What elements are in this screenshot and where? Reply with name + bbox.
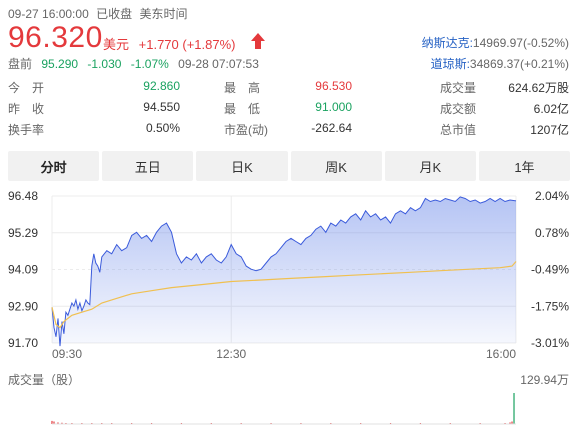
- index-name: 纳斯达克:: [421, 36, 473, 50]
- y-pct-tick-label: -3.01%: [531, 336, 569, 350]
- y-tick-label: 91.70: [8, 336, 38, 350]
- volume-bar: [51, 420, 53, 424]
- volume-bar: [509, 422, 511, 424]
- stat-value-low: 91.000: [315, 100, 352, 114]
- premarket-time: 09-28 07:07:53: [178, 57, 259, 71]
- stat-value-prev-close: 94.550: [143, 100, 180, 114]
- stat-label-prev-close: 昨 收: [8, 102, 45, 116]
- stat-label-volume: 成交量: [440, 81, 477, 95]
- price-area-fill: [52, 196, 516, 347]
- volume-max-label: 129.94万: [520, 373, 569, 387]
- tab-one-year[interactable]: 1年: [478, 151, 571, 181]
- tab-intraday[interactable]: 分时: [8, 151, 100, 181]
- x-axis-labels: 09:30 12:30 16:00: [52, 347, 516, 361]
- price-series-line: [51, 196, 517, 347]
- premarket-change: -1.030: [87, 57, 122, 71]
- premarket-label: 盘前: [8, 57, 33, 71]
- tab-monthly-k[interactable]: 月K: [384, 151, 476, 181]
- tab-five-day[interactable]: 五日: [102, 151, 194, 181]
- market-status: 已收盘: [96, 7, 133, 21]
- volume-bar: [511, 421, 513, 424]
- index-name: 道琼斯:: [430, 57, 470, 71]
- currency-label: 美元: [103, 37, 130, 52]
- volume-bar: [513, 393, 515, 424]
- x-tick-label: 12:30: [216, 347, 246, 361]
- stats-grid: 今 开 92.860 最 高 96.530 成交量 624.62万股 昨 收 9…: [0, 76, 577, 142]
- x-tick-label: 16:00: [486, 347, 516, 361]
- stat-value-market-cap: 1207亿: [530, 123, 569, 137]
- chart-period-tabs: 分时 五日 日K 周K 月K 1年: [8, 151, 571, 181]
- stat-value-turnover-rate: 0.50%: [145, 121, 180, 135]
- index-value: 14969.97(-0.52%): [472, 36, 569, 50]
- y-axis-labels: 96.48 95.29 94.09 92.90 91.70 2.04% 0.78% -0.49…: [8, 189, 569, 350]
- index-value: 34869.37(+0.21%): [469, 57, 569, 71]
- stat-label-turnover-amount: 成交额: [440, 102, 477, 116]
- timezone-label: 美东时间: [139, 7, 188, 21]
- price-change-pct: (+1.87%): [182, 37, 236, 52]
- index-dow[interactable]: 道琼斯:34869.37(+0.21%): [431, 55, 569, 72]
- index-nasdaq[interactable]: 纳斯达克:14969.97(-0.52%): [422, 34, 569, 51]
- stat-value-volume: 624.62万股: [508, 81, 569, 95]
- volume-bars: [51, 393, 516, 425]
- stat-value-high: 96.530: [315, 79, 352, 93]
- stat-label-turnover-rate: 换手率: [8, 123, 45, 137]
- price-change: +1.770: [138, 37, 179, 52]
- up-arrow-icon: [251, 33, 265, 49]
- tab-weekly-k[interactable]: 周K: [290, 151, 382, 181]
- stat-label-low: 最 低: [224, 102, 261, 116]
- stat-value-pe: -262.64: [311, 121, 352, 135]
- quote-datetime: 09-27 16:00:00: [8, 7, 89, 21]
- x-tick-label: 09:30: [52, 347, 82, 361]
- volume-label: 成交量（股）: [8, 372, 80, 387]
- y-pct-tick-label: -0.49%: [531, 263, 569, 277]
- stat-value-open: 92.860: [143, 79, 180, 93]
- stat-label-market-cap: 总市值: [440, 123, 477, 137]
- y-pct-tick-label: 2.04%: [535, 189, 569, 203]
- price-change-info: 美元 +1.770 (+1.87%): [103, 34, 236, 53]
- premarket-price: 95.290: [41, 57, 79, 71]
- current-price: 96.320: [8, 21, 103, 54]
- stat-label-pe: 市盈(动): [224, 123, 268, 137]
- y-tick-label: 96.48: [8, 189, 38, 203]
- stat-label-high: 最 高: [224, 81, 261, 95]
- tab-daily-k[interactable]: 日K: [196, 151, 288, 181]
- volume-bar: [53, 421, 55, 424]
- premarket-row: 盘前 95.290 -1.030 -1.07% 09-28 07:07:53: [8, 55, 259, 72]
- premarket-pct: -1.07%: [130, 57, 169, 71]
- volume-bar: [61, 422, 63, 424]
- stat-value-turnover-amount: 6.02亿: [533, 102, 569, 116]
- volume-bar: [57, 422, 59, 424]
- y-pct-tick-label: 0.78%: [535, 226, 569, 240]
- stat-label-open: 今 开: [8, 81, 45, 95]
- y-pct-tick-label: -1.75%: [531, 299, 569, 313]
- average-price-line: [51, 261, 517, 329]
- quote-header-info: 09-27 16:00:00 已收盘 美东时间: [8, 5, 187, 22]
- y-tick-label: 94.09: [8, 263, 38, 277]
- y-tick-label: 92.90: [8, 299, 38, 313]
- y-tick-label: 95.29: [8, 226, 38, 240]
- intraday-chart[interactable]: 96.48 95.29 94.09 92.90 91.70 2.04% 0.78% -0.49…: [0, 185, 577, 433]
